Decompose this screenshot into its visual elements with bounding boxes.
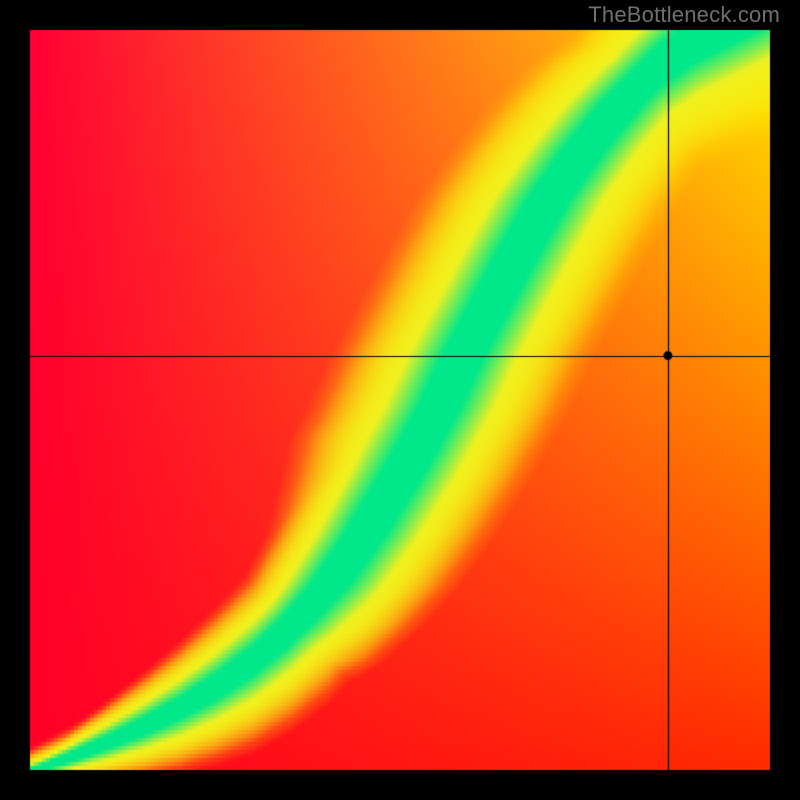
watermark-text: TheBottleneck.com [588, 2, 780, 28]
heatmap-canvas [0, 0, 800, 800]
chart-container: TheBottleneck.com [0, 0, 800, 800]
